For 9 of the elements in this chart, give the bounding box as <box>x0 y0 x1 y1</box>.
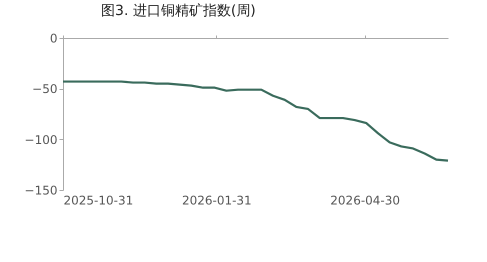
line-series <box>62 80 450 162</box>
y-tick-label: −100 <box>24 132 58 147</box>
x-tick-label: 2026-04-30 <box>330 194 400 208</box>
x-tick-label: 2026-01-31 <box>182 194 252 208</box>
y-tick-label: −150 <box>24 184 58 198</box>
y-tick-label: −50 <box>32 82 58 96</box>
chart-title: 图3. 进口铜精矿指数(周) <box>101 3 256 19</box>
y-tick-label: 0 <box>50 32 58 46</box>
x-tick-label: 2025-10-31 <box>64 194 134 208</box>
